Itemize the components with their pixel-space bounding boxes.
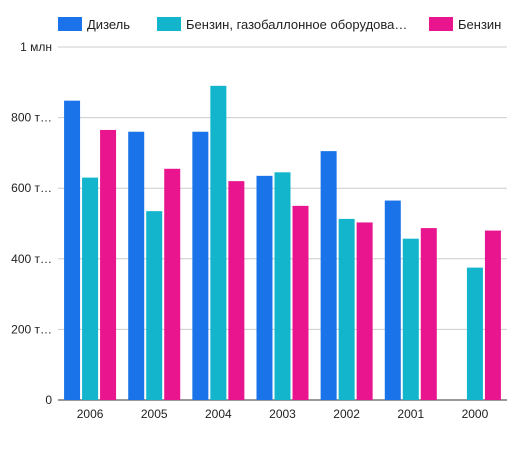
bar-2006-series-2 [82,177,99,400]
y-tick-label: 200 т… [11,322,52,336]
bar-2002-series-3 [356,222,373,400]
legend-swatch-series-1[interactable] [58,17,82,31]
bar-2006-series-1 [64,100,81,400]
bar-2005-series-2 [146,211,163,400]
x-tick-label: 2001 [397,407,424,421]
bar-2001-series-2 [402,238,419,400]
legend-label-series-3[interactable]: Бензин [458,17,501,32]
x-tick-label: 2000 [462,407,489,421]
bar-2000-series-2 [466,267,483,400]
x-tick-label: 2002 [333,407,360,421]
bar-2000-series-3 [484,230,501,400]
bar-2005-series-1 [128,131,145,400]
legend-swatch-series-3[interactable] [429,17,453,31]
bar-2002-series-2 [338,218,355,400]
bar-2006-series-3 [100,129,117,400]
bar-2001-series-3 [420,228,437,400]
bar-2003-series-2 [274,172,291,400]
y-tick-label: 1 млн [20,40,52,54]
x-tick-label: 2006 [77,407,104,421]
bar-2004-series-3 [228,181,245,400]
x-tick-label: 2004 [205,407,232,421]
y-tick-label: 0 [45,393,52,407]
y-tick-label: 600 т… [11,181,52,195]
bar-2002-series-1 [320,151,337,400]
legend-label-series-2[interactable]: Бензин, газобаллонное оборудова… [186,17,407,32]
bar-2005-series-3 [164,168,181,400]
x-tick-label: 2003 [269,407,296,421]
legend-label-series-1[interactable]: Дизель [87,17,130,32]
y-tick-label: 400 т… [11,252,52,266]
bar-2004-series-1 [192,131,209,400]
bar-2003-series-1 [256,175,273,400]
bar-2004-series-2 [210,85,227,400]
bar-2003-series-3 [292,205,309,400]
bar-2001-series-1 [384,200,401,400]
y-tick-label: 800 т… [11,111,52,125]
x-tick-label: 2005 [141,407,168,421]
legend-swatch-series-2[interactable] [157,17,181,31]
